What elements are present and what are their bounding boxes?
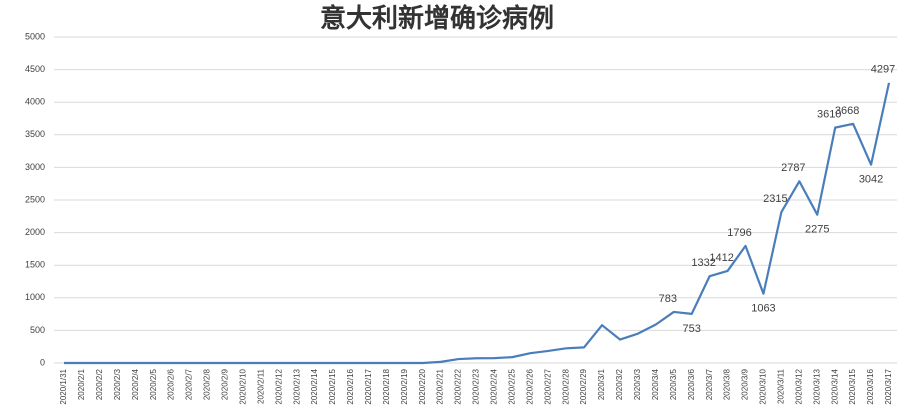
x-tick-label: 2020/1/31 (59, 368, 68, 404)
y-tick-label: 5000 (25, 31, 45, 41)
x-tick-label: 2020/2/16 (346, 368, 355, 404)
data-label: 2787 (781, 162, 805, 174)
x-tick-label: 2020/2/27 (543, 368, 552, 404)
data-label: 3610 (817, 109, 841, 121)
data-label: 4297 (871, 64, 895, 76)
x-tick-label: 2020/3/16 (866, 368, 875, 404)
x-tick-label: 2020/2/22 (454, 368, 463, 404)
data-label: 753 (683, 323, 701, 335)
x-tick-label: 2020/2/8 (203, 368, 212, 400)
x-tick-label: 2020/2/21 (436, 368, 445, 404)
x-tick-label: 2020/3/4 (651, 368, 660, 400)
x-tick-label: 2020/2/15 (328, 368, 337, 404)
data-label: 1063 (751, 303, 775, 315)
x-tick-label: 2020/2/7 (185, 368, 194, 400)
x-tick-label: 2020/3/11 (777, 368, 786, 404)
y-tick-label: 3000 (25, 162, 45, 172)
x-tick-label: 2020/3/8 (723, 368, 732, 400)
x-tick-label: 2020/2/26 (525, 368, 534, 404)
x-tick-label: 2020/3/5 (669, 368, 678, 400)
x-tick-label: 2020/2/4 (131, 368, 140, 400)
x-tick-label: 2020/2/13 (292, 368, 301, 404)
x-tick-label: 2020/3/14 (830, 368, 839, 404)
x-tick-label: 2020/3/15 (848, 368, 857, 404)
x-tick-label: 2020/2/9 (221, 368, 230, 400)
y-tick-label: 2000 (25, 227, 45, 237)
x-tick-label: 2020/3/6 (687, 368, 696, 400)
x-tick-label: 2020/2/20 (418, 368, 427, 404)
x-tick-label: 2020/3/13 (812, 368, 821, 404)
x-tick-label: 2020/3/17 (884, 368, 893, 404)
data-label: 1332 (691, 257, 715, 269)
y-tick-label: 3500 (25, 129, 45, 139)
x-tick-label: 2020/2/1 (77, 368, 86, 400)
x-tick-label: 2020/2/12 (274, 368, 283, 404)
x-tick-label: 2020/2/25 (507, 368, 516, 404)
y-tick-label: 0 (40, 357, 45, 367)
x-tick-label: 2020/2/28 (561, 368, 570, 404)
x-tick-label: 2020/2/11 (256, 368, 265, 404)
x-tick-label: 2020/2/18 (382, 368, 391, 404)
y-tick-label: 500 (30, 325, 45, 335)
y-tick-label: 1000 (25, 292, 45, 302)
x-tick-label: 2020/2/24 (490, 368, 499, 404)
x-tick-label: 2020/2/2 (95, 368, 104, 400)
x-tick-label: 2020/3/3 (633, 368, 642, 400)
x-tick-label: 2020/2/14 (310, 368, 319, 404)
x-tick-label: 2020/3/10 (759, 368, 768, 404)
y-tick-label: 4500 (25, 64, 45, 74)
x-tick-label: 2020/3/7 (705, 368, 714, 400)
data-label: 2275 (805, 224, 829, 236)
x-tick-label: 2020/3/1 (597, 368, 606, 400)
x-tick-label: 2020/2/19 (400, 368, 409, 404)
x-tick-label: 2020/2/3 (113, 368, 122, 400)
x-tick-label: 2020/2/5 (149, 368, 158, 400)
y-tick-label: 2500 (25, 194, 45, 204)
data-label: 1796 (727, 227, 751, 239)
x-tick-label: 2020/2/10 (238, 368, 247, 404)
x-tick-label: 2020/3/12 (794, 368, 803, 404)
chart-title: 意大利新增确诊病例 (320, 3, 554, 33)
x-tick-label: 2020/3/2 (615, 368, 624, 400)
x-tick-label: 2020/2/6 (167, 368, 176, 400)
data-label: 1412 (709, 252, 733, 264)
x-tick-label: 2020/2/17 (364, 368, 373, 404)
x-tick-label: 2020/2/23 (472, 368, 481, 404)
x-tick-label: 2020/3/9 (741, 368, 750, 400)
x-tick-label: 2020/2/29 (579, 368, 588, 404)
y-tick-label: 4000 (25, 97, 45, 107)
data-label: 2315 (763, 193, 787, 205)
data-label: 3042 (859, 174, 883, 186)
data-label: 783 (659, 293, 677, 305)
y-tick-label: 1500 (25, 260, 45, 270)
data-line (64, 82, 891, 365)
data-label: 3668 (835, 105, 859, 117)
